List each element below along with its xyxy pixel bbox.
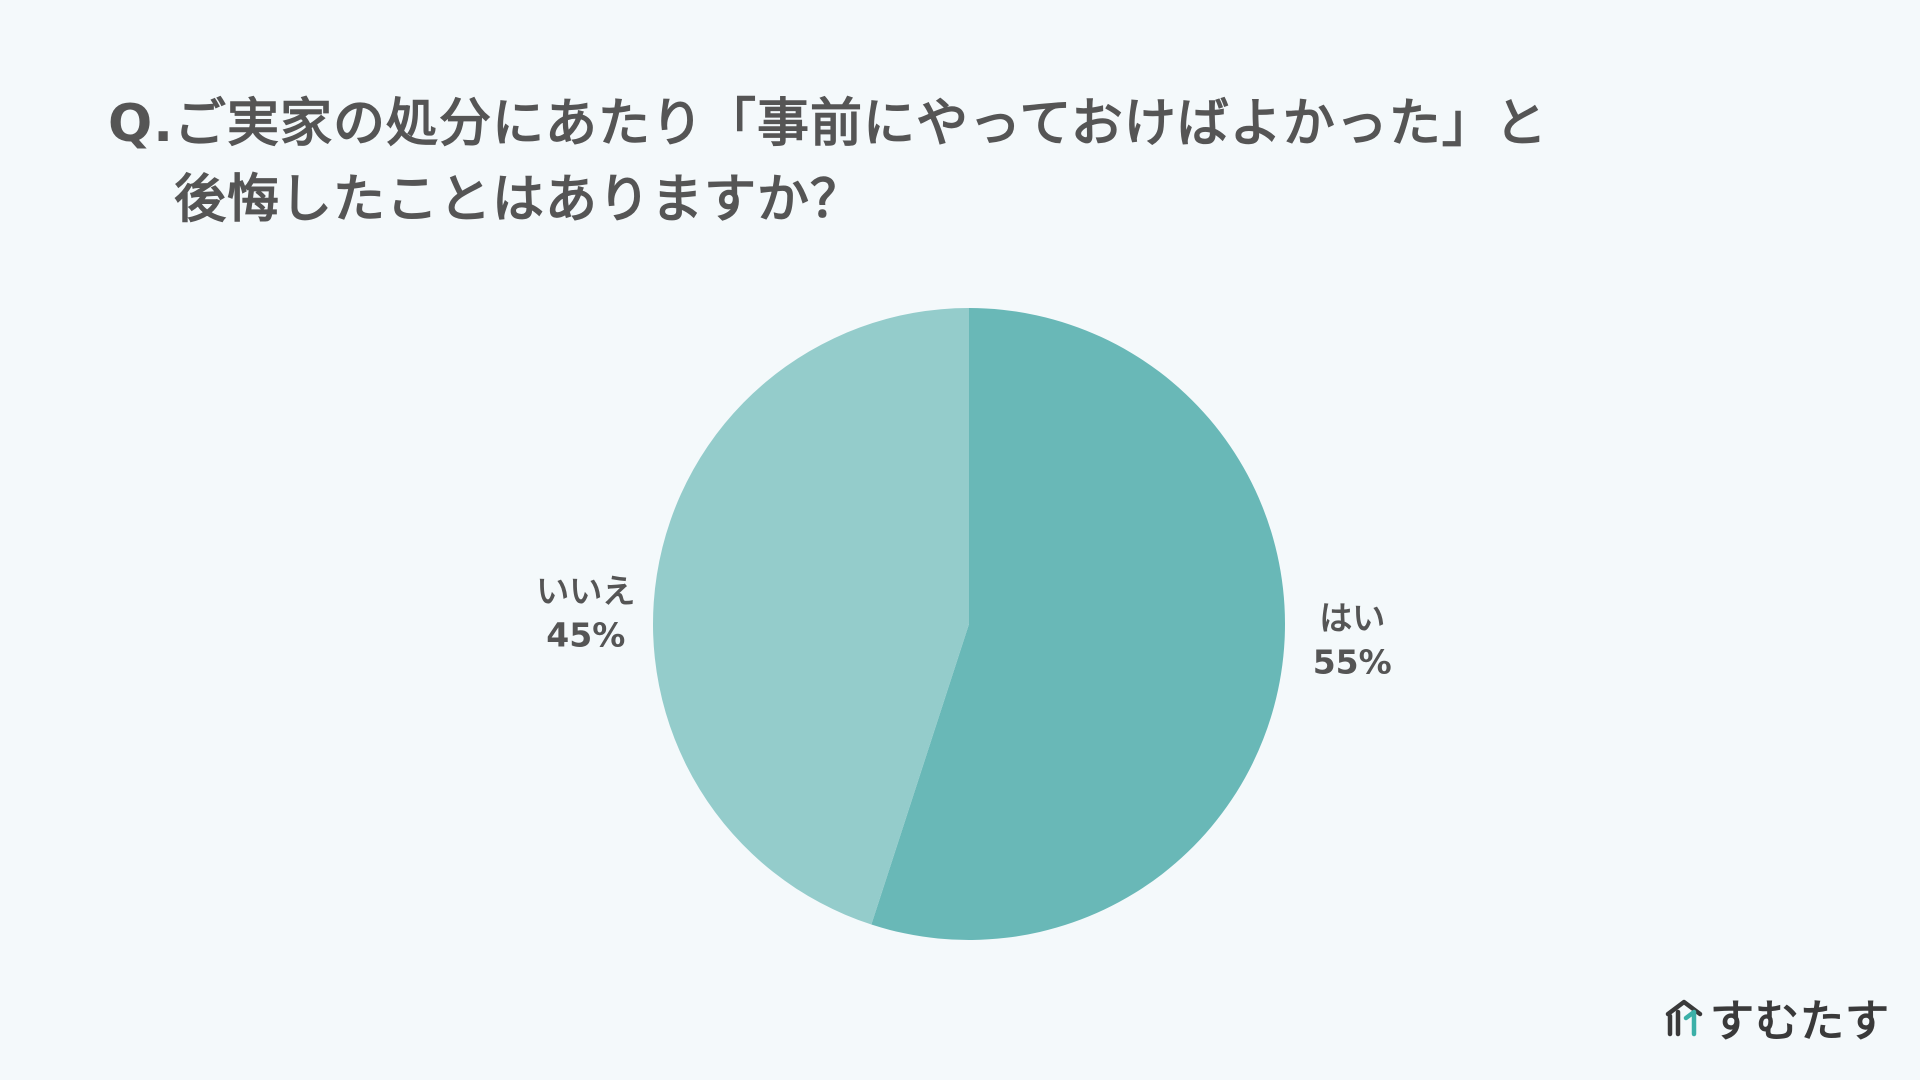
brand-logo: すむたす <box>1664 992 1890 1047</box>
slice-value-1: 45% <box>546 616 625 655</box>
slice-label-1: いいえ <box>536 572 635 611</box>
pie-slice-1 <box>652 308 969 925</box>
title-line-1: ご実家の処分にあたり「事前にやっておけばよかった」と <box>173 94 1548 154</box>
title-line-2: 後悔したことはありますか？ <box>174 170 864 230</box>
slice-value-0: 55% <box>1313 642 1392 681</box>
house-logo-icon <box>1665 999 1703 1037</box>
question-prefix: Q. <box>108 94 174 154</box>
slice-label-0: はい <box>1319 598 1385 637</box>
brand-name: すむたす <box>1710 996 1890 1047</box>
chart-title: Q.ご実家の処分にあたり「事前にやっておけばよかった」と 後悔したことはあります… <box>108 86 1708 238</box>
pie-slice-0 <box>871 308 1285 940</box>
